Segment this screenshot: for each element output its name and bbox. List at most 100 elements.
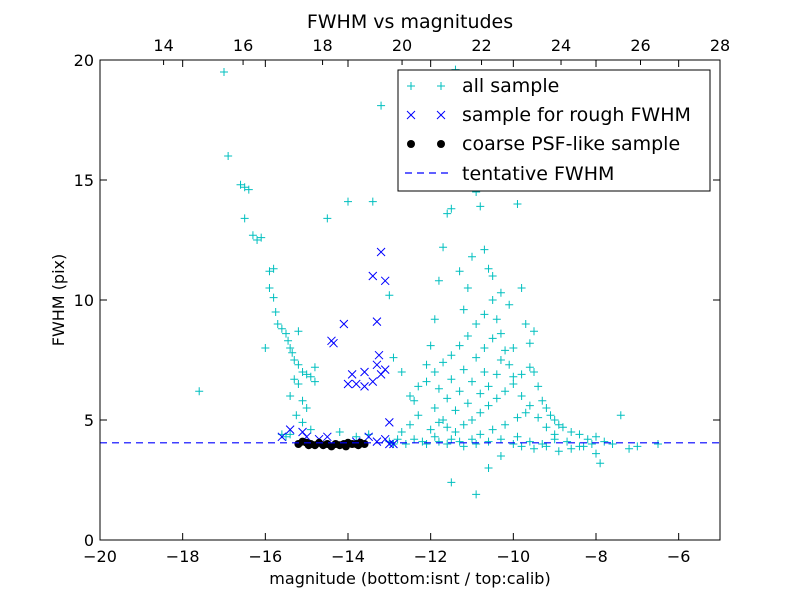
point-plus-25 <box>306 372 315 381</box>
point-plus-113 <box>492 370 501 379</box>
point-plus-0 <box>220 68 228 76</box>
point-plus-46 <box>410 396 419 405</box>
top-tick-label-5: 24 <box>551 36 571 55</box>
point-plus-144 <box>525 363 534 372</box>
point-plus-89 <box>625 444 634 453</box>
point-x-1 <box>368 271 378 281</box>
point-plus-107 <box>521 408 530 417</box>
point-plus-101 <box>455 437 464 446</box>
point-plus-52 <box>439 243 448 252</box>
point-plus-165 <box>567 444 576 453</box>
point-plus-111 <box>476 389 485 398</box>
point-plus-30 <box>298 396 307 405</box>
point-plus-118 <box>480 344 489 352</box>
point-dot-19 <box>341 442 350 451</box>
point-plus-179 <box>525 437 534 446</box>
point-plus-110 <box>463 399 472 408</box>
point-dot-13 <box>360 440 369 448</box>
point-plus-98 <box>418 437 427 446</box>
point-plus-43 <box>389 353 398 362</box>
point-x-29 <box>322 432 332 442</box>
point-plus-155 <box>397 428 406 436</box>
point-plus-190 <box>294 327 303 336</box>
point-plus-91 <box>654 440 662 448</box>
point-plus-145 <box>530 327 538 336</box>
point-plus-94 <box>484 464 493 472</box>
point-plus-9 <box>195 387 204 396</box>
point-plus-96 <box>393 435 402 444</box>
legend-entry-rough-fwhm: sample for rough FWHM <box>406 104 691 126</box>
point-plus-8 <box>257 233 266 242</box>
point-plus-175 <box>472 440 481 448</box>
point-x-13 <box>368 377 378 386</box>
point-plus-138 <box>476 408 485 417</box>
point-plus-80 <box>554 420 563 429</box>
point-x-12 <box>376 370 386 379</box>
point-plus-136 <box>459 420 468 429</box>
point-plus-54 <box>447 204 456 213</box>
point-plus-7 <box>253 236 262 244</box>
point-plus-103 <box>476 430 485 439</box>
x-tick-label-2: −16 <box>248 547 282 566</box>
point-plus-18 <box>284 336 293 345</box>
chart-title: FWHM vs magnitudes <box>307 11 513 33</box>
point-plus-24 <box>302 370 311 379</box>
point-plus-34 <box>306 425 315 434</box>
point-plus-102 <box>468 435 476 444</box>
point-plus-57 <box>459 305 468 314</box>
point-x-27 <box>389 439 398 449</box>
point-x-11 <box>347 370 357 379</box>
point-plus-164 <box>554 447 563 456</box>
point-plus-85 <box>592 432 600 441</box>
point-plus-53 <box>443 209 452 218</box>
point-plus-39 <box>344 197 352 206</box>
series-all-sample <box>195 65 662 499</box>
point-plus-105 <box>501 420 510 429</box>
point-plus-16 <box>277 324 286 333</box>
point-plus-76 <box>538 396 547 405</box>
point-plus-178 <box>513 432 522 441</box>
y-axis: 0 5 10 15 20 <box>74 51 720 550</box>
point-plus-65 <box>492 315 501 324</box>
point-plus-120 <box>430 404 439 412</box>
legend-box <box>397 69 711 192</box>
point-plus-123 <box>468 377 476 386</box>
legend-entry-tentative-fwhm: tentative FWHM <box>405 163 614 185</box>
point-plus-37 <box>286 430 295 439</box>
point-plus-61 <box>476 202 485 211</box>
point-plus-161 <box>517 442 526 451</box>
x-tick-label-3: −14 <box>331 547 365 566</box>
legend: all sample sample for rough FWHM coarse … <box>397 69 711 192</box>
point-plus-50 <box>430 315 439 324</box>
point-plus-28 <box>310 377 319 386</box>
point-plus-127 <box>517 392 526 400</box>
point-plus-183 <box>575 442 584 451</box>
point-plus-49 <box>426 341 435 350</box>
point-x-8 <box>372 360 382 370</box>
x-axis: −20 −18 −16 −14 −12 −10 −8 −6 <box>83 60 690 566</box>
point-plus-66 <box>496 329 505 338</box>
point-plus-129 <box>534 413 543 422</box>
point-x-21 <box>364 432 374 442</box>
point-plus-128 <box>525 401 534 410</box>
point-plus-68 <box>505 360 514 369</box>
legend-x-marker <box>406 110 446 120</box>
y-tick-label-3: 15 <box>74 171 94 190</box>
point-plus-182 <box>563 437 572 446</box>
point-plus-67 <box>501 346 510 355</box>
point-x-25 <box>372 437 382 446</box>
point-plus-14 <box>271 308 280 316</box>
point-plus-23 <box>298 368 307 376</box>
point-plus-79 <box>550 416 559 424</box>
point-plus-13 <box>269 293 278 302</box>
point-plus-42 <box>385 291 394 300</box>
point-plus-51 <box>434 276 443 285</box>
top-tick-label-1: 16 <box>233 36 253 55</box>
point-dot-16 <box>298 437 307 446</box>
point-plus-160 <box>509 440 518 448</box>
legend-entry-all-sample: all sample <box>407 75 559 97</box>
point-plus-78 <box>546 411 555 420</box>
point-plus-117 <box>472 353 481 362</box>
point-plus-112 <box>484 382 493 391</box>
point-plus-74 <box>530 368 538 376</box>
